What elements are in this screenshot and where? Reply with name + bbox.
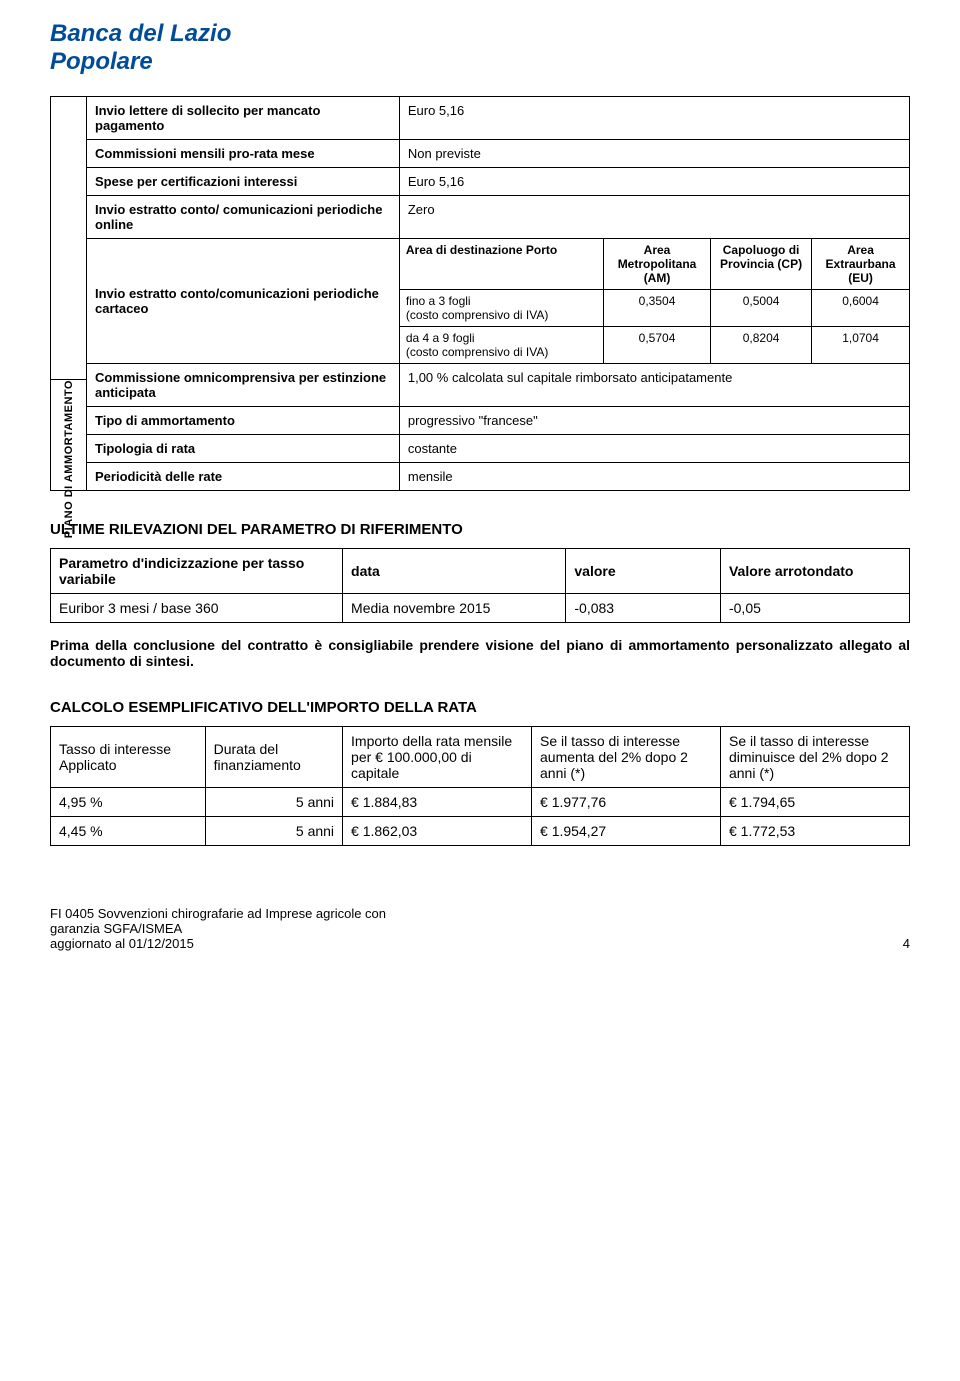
rata-r1c3: € 1.862,03 [343,817,532,846]
page-footer: FI 0405 Sovvenzioni chirografarie ad Imp… [50,906,910,951]
porto-row-b-am: 0,5704 [604,327,711,364]
spine-label: PIANO DI AMMORTAMENTO [63,380,75,538]
porto-head-dest: Area di destinazione Porto [400,239,604,290]
footer-line2: garanzia SGFA/ISMEA [50,921,863,936]
details-table: Invio lettere di sollecito per mancato p… [87,97,909,490]
porto-row-b-eu: 1,0704 [812,327,909,364]
param-table: Parametro d'indicizzazione per tasso var… [50,548,910,623]
porto-row-a-label: fino a 3 fogli (costo comprensivo di IVA… [400,290,604,327]
rata-r1c5: € 1.772,53 [720,817,909,846]
main-box: PIANO DI AMMORTAMENTO Invio lettere di s… [50,96,910,491]
param-h4: Valore arrotondato [720,549,909,594]
table-row: Euribor 3 mesi / base 360 Media novembre… [51,594,910,623]
table-row: Invio estratto conto/comunicazioni perio… [87,239,909,364]
note-text: Prima della conclusione del contratto è … [50,637,910,669]
cell-value: progressivo "francese" [399,407,909,435]
table-row: Tasso di interesse Applicato Durata del … [51,727,910,788]
param-h2: data [343,549,566,594]
rata-r1c2: 5 anni [205,817,342,846]
cell-value: mensile [399,463,909,491]
rata-table: Tasso di interesse Applicato Durata del … [50,726,910,846]
porto-row-b-label: da 4 a 9 fogli (costo comprensivo di IVA… [400,327,604,364]
content-column: Invio lettere di sollecito per mancato p… [87,97,909,490]
cell-label: Invio estratto conto/ comunicazioni peri… [87,196,399,239]
table-row: 4,45 % 5 anni € 1.862,03 € 1.954,27 € 1.… [51,817,910,846]
porto-row-a-cp: 0,5004 [711,290,812,327]
spine-bottom: PIANO DI AMMORTAMENTO [51,380,86,538]
table-row: Periodicità delle rate mensile [87,463,909,491]
cell-value: Zero [399,196,909,239]
cell-label: Commissioni mensili pro-rata mese [87,140,399,168]
spine-top-blank [51,97,86,380]
rata-r0c1: 4,95 % [51,788,206,817]
ultime-heading: ULTIME RILEVAZIONI DEL PARAMETRO DI RIFE… [50,521,910,538]
rata-h5: Se il tasso di interesse diminuisce del … [720,727,909,788]
footer-left: FI 0405 Sovvenzioni chirografarie ad Imp… [50,906,863,951]
param-r1c4: -0,05 [720,594,909,623]
table-row: Commissione omnicomprensiva per estinzio… [87,364,909,407]
cell-label: Periodicità delle rate [87,463,399,491]
param-r1c2: Media novembre 2015 [343,594,566,623]
table-row: Invio estratto conto/ comunicazioni peri… [87,196,909,239]
table-row: Area di destinazione Porto Area Metropol… [400,239,909,290]
logo-line1: Banca del Lazio [50,20,910,48]
table-row: fino a 3 fogli (costo comprensivo di IVA… [400,290,909,327]
porto-col-cp: Capoluogo di Provincia (CP) [711,239,812,290]
table-row: Tipologia di rata costante [87,435,909,463]
rata-r1c1: 4,45 % [51,817,206,846]
cell-value: costante [399,435,909,463]
rata-r1c4: € 1.954,27 [532,817,721,846]
cell-label: Invio lettere di sollecito per mancato p… [87,97,399,140]
footer-line3: aggiornato al 01/12/2015 [50,936,863,951]
table-row: Parametro d'indicizzazione per tasso var… [51,549,910,594]
cell-label: Tipologia di rata [87,435,399,463]
table-row: Tipo di ammortamento progressivo "france… [87,407,909,435]
cell-value: Euro 5,16 [399,97,909,140]
footer-line1: FI 0405 Sovvenzioni chirografarie ad Imp… [50,906,863,921]
calcolo-heading: CALCOLO ESEMPLIFICATIVO DELL'IMPORTO DEL… [50,699,910,716]
logo-line2: Popolare [50,48,910,76]
rata-r0c4: € 1.977,76 [532,788,721,817]
cell-label: Invio estratto conto/comunicazioni perio… [87,239,399,364]
rata-r0c2: 5 anni [205,788,342,817]
porto-col-eu: Area Extraurbana (EU) [812,239,909,290]
rata-h3: Importo della rata mensile per € 100.000… [343,727,532,788]
cell-label: Tipo di ammortamento [87,407,399,435]
page-number: 4 [863,936,910,951]
rata-h1: Tasso di interesse Applicato [51,727,206,788]
table-row: da 4 a 9 fogli (costo comprensivo di IVA… [400,327,909,364]
porto-cell: Area di destinazione Porto Area Metropol… [399,239,909,364]
table-row: Spese per certificazioni interessi Euro … [87,168,909,196]
cell-label: Commissione omnicomprensiva per estinzio… [87,364,399,407]
rata-r0c5: € 1.794,65 [720,788,909,817]
param-h3: valore [566,549,721,594]
logo-word2: del Lazio [129,20,232,47]
porto-table: Area di destinazione Porto Area Metropol… [400,239,909,363]
logo-word1: Banca [50,20,129,47]
rata-h2: Durata del finanziamento [205,727,342,788]
cell-value: Euro 5,16 [399,168,909,196]
param-h1: Parametro d'indicizzazione per tasso var… [51,549,343,594]
rata-h4: Se il tasso di interesse aumenta del 2% … [532,727,721,788]
rata-r0c3: € 1.884,83 [343,788,532,817]
cell-value: Non previste [399,140,909,168]
table-row: Commissioni mensili pro-rata mese Non pr… [87,140,909,168]
porto-col-am: Area Metropolitana (AM) [604,239,711,290]
table-row: Invio lettere di sollecito per mancato p… [87,97,909,140]
brand-logo: Banca del Lazio Popolare [50,20,910,76]
cell-label: Spese per certificazioni interessi [87,168,399,196]
porto-row-a-am: 0,3504 [604,290,711,327]
param-r1c3: -0,083 [566,594,721,623]
table-row: 4,95 % 5 anni € 1.884,83 € 1.977,76 € 1.… [51,788,910,817]
cell-value: 1,00 % calcolata sul capitale rimborsato… [399,364,909,407]
param-r1c1: Euribor 3 mesi / base 360 [51,594,343,623]
porto-row-a-eu: 0,6004 [812,290,909,327]
spine-column: PIANO DI AMMORTAMENTO [51,97,87,490]
porto-row-b-cp: 0,8204 [711,327,812,364]
